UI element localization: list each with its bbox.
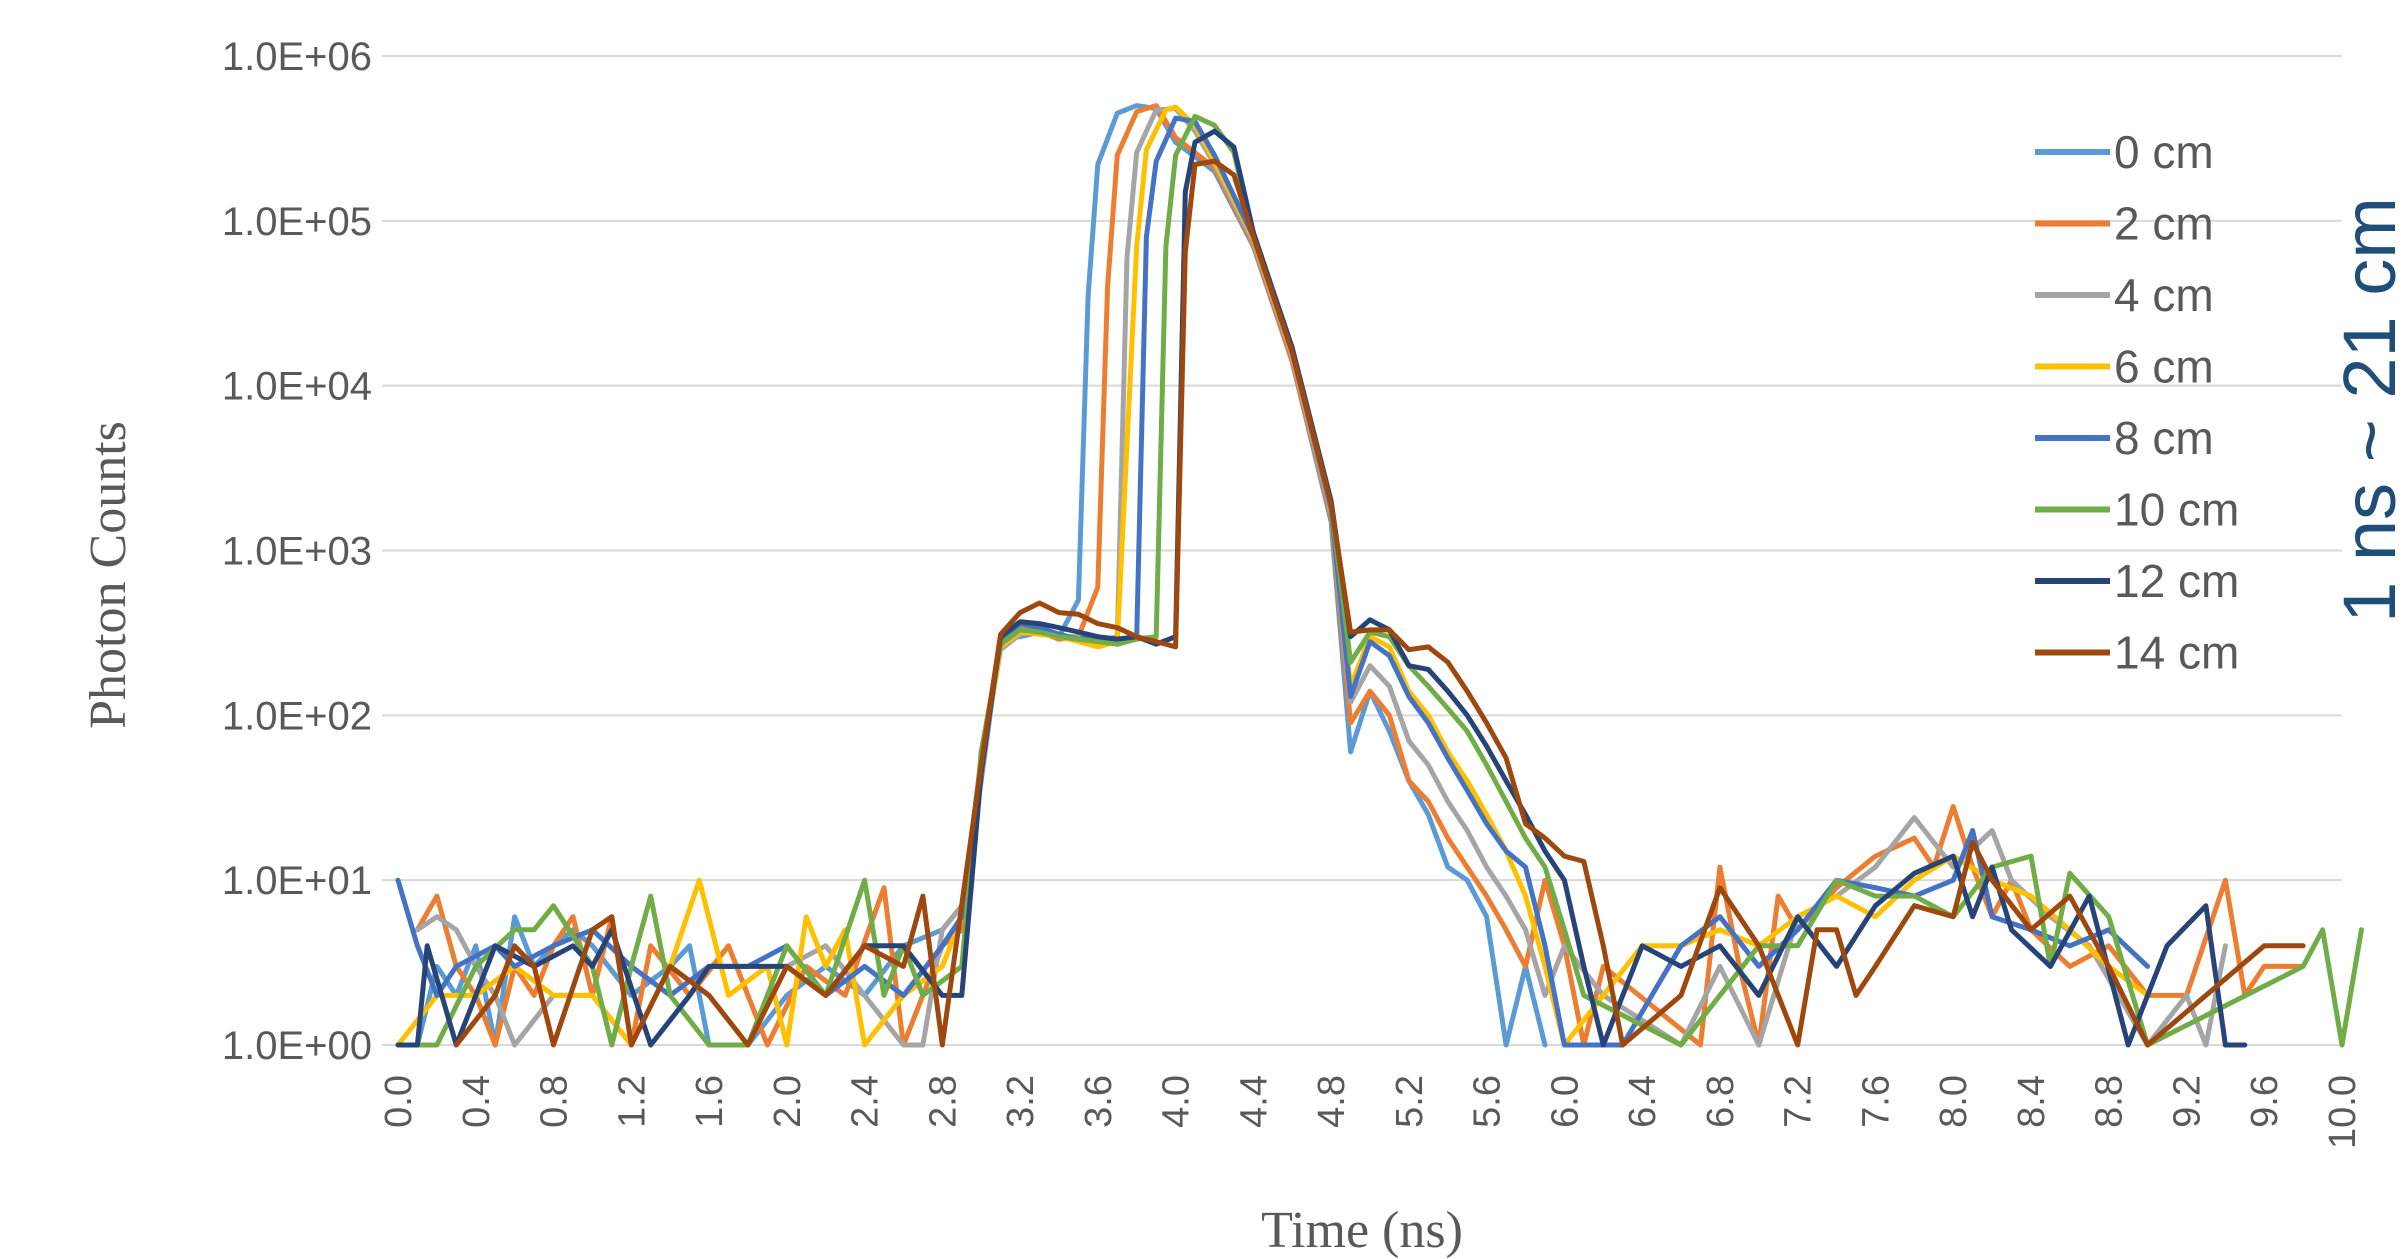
series-line (414, 103, 2306, 1048)
x-tick-label: 8.4 (2011, 1075, 2053, 1128)
x-tick-label: 9.6 (2244, 1075, 2286, 1128)
legend-label: 4 cm (2114, 269, 2214, 321)
x-tick-label: 2.0 (767, 1075, 809, 1128)
y-tick-label: 1.0E+01 (222, 859, 372, 903)
legend-label: 0 cm (2114, 126, 2214, 178)
x-tick-label: 5.2 (1389, 1075, 1431, 1128)
legend-label: 2 cm (2114, 198, 2214, 250)
x-tick-label: 5.6 (1467, 1075, 1509, 1128)
x-tick-label: 4.0 (1156, 1075, 1198, 1128)
y-tick-label: 1.0E+03 (222, 530, 372, 574)
x-tick-label: 1.2 (611, 1075, 653, 1128)
x-tick-label: 2.8 (922, 1075, 964, 1128)
x-tick-label: 4.8 (1311, 1075, 1353, 1128)
y-tick-label: 1.0E+04 (222, 365, 372, 409)
y-axis-title: Photon Counts (80, 421, 137, 729)
x-tick-label: 2.4 (845, 1075, 887, 1128)
side-annotation: 1 ns ~ 21 cm (2328, 197, 2405, 623)
y-tick-label: 1.0E+06 (222, 35, 372, 79)
series-lines (395, 103, 2364, 1048)
x-tick-label: 3.2 (1000, 1075, 1042, 1128)
legend-label: 14 cm (2114, 627, 2239, 679)
y-tick-label: 1.0E+00 (222, 1024, 372, 1068)
y-axis-ticks: 1.0E+00 1.0E+01 1.0E+02 1.0E+03 1.0E+04 1.0E+… (222, 35, 372, 1068)
legend-label: 12 cm (2114, 555, 2239, 607)
x-tick-label: 10.0 (2322, 1075, 2364, 1149)
x-tick-label: 1.6 (689, 1075, 731, 1128)
legend-label: 6 cm (2114, 341, 2214, 393)
x-tick-label: 7.2 (1778, 1075, 1820, 1128)
y-tick-label: 1.0E+05 (222, 200, 372, 244)
series-line (453, 158, 2306, 1048)
legend-label: 8 cm (2114, 412, 2214, 464)
x-tick-label: 3.6 (1078, 1075, 1120, 1128)
x-tick-label: 8.0 (1933, 1075, 1975, 1128)
x-tick-label: 4.4 (1233, 1075, 1275, 1128)
x-tick-label: 9.2 (2166, 1075, 2208, 1128)
series-line (395, 128, 2248, 1048)
gridlines (382, 55, 2342, 882)
x-tick-label: 7.6 (1855, 1075, 1897, 1128)
x-tick-label: 8.8 (2089, 1075, 2131, 1128)
x-axis-title: Time (ns) (1261, 1202, 1463, 1259)
x-tick-label: 6.8 (1700, 1075, 1742, 1128)
legend: 0 cm 2 cm 4 cm 6 cm 8 cm 10 cm 12 cm 14 cm (2035, 126, 2239, 679)
x-tick-label: 6.0 (1544, 1075, 1586, 1128)
x-tick-label: 0.4 (456, 1075, 498, 1128)
x-tick-label: 6.4 (1622, 1075, 1664, 1128)
x-tick-label: 0.8 (534, 1075, 576, 1128)
legend-label: 10 cm (2114, 484, 2239, 536)
x-tick-label: 0.0 (378, 1075, 420, 1128)
y-tick-label: 1.0E+02 (222, 694, 372, 738)
x-axis-ticks: 0.0 0.4 0.8 1.2 1.6 2.0 2.4 2.8 3.2 3.6 4.0 4.4 4.8 5… (378, 1075, 2364, 1149)
series-line (395, 104, 2151, 1048)
